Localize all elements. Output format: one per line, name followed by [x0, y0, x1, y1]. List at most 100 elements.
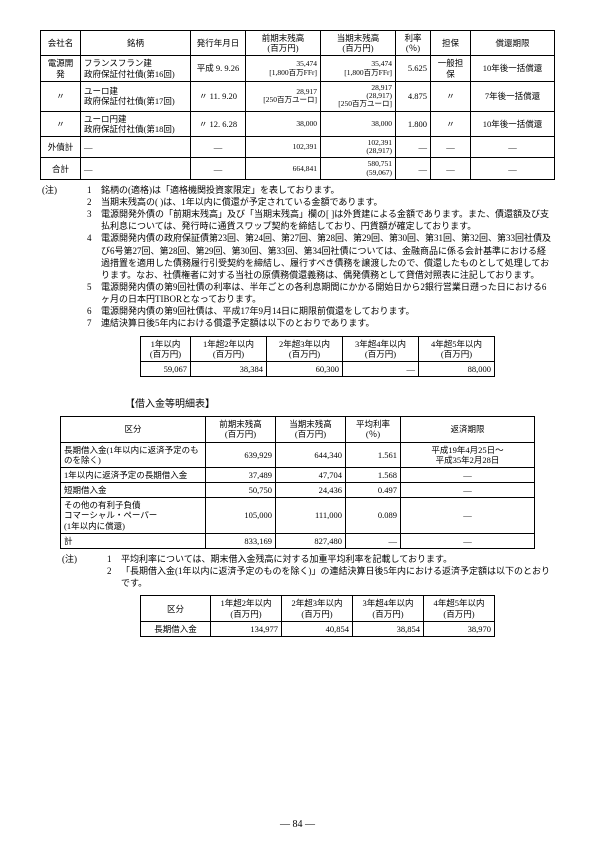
cell: 664,841: [246, 158, 321, 180]
table-row: 1年以内に返済予定の長期借入金37,48947,7041.568―: [61, 467, 535, 482]
cell: ユーロ円建政府保証付社債(第18回): [81, 111, 191, 136]
cell: 短期借入金: [61, 483, 206, 498]
cell: 1.568: [346, 467, 401, 482]
cell: ―: [396, 136, 431, 158]
table-header-row: 会社名 銘柄 発行年月日 前期末残高(百万円) 当期末残高(百万円) 利率(％)…: [41, 31, 555, 56]
h-y4: 4年超5年以内(百万円): [424, 596, 495, 621]
cell: 134,977: [211, 621, 282, 636]
h-due: 返済期限: [401, 417, 535, 442]
h-y4: 3年超4年以内(百万円): [342, 336, 418, 361]
h-y3: 3年超4年以内(百万円): [353, 596, 424, 621]
cell: 59,067: [141, 361, 191, 376]
cell: ―: [401, 533, 535, 548]
cell: 38,000: [246, 111, 321, 136]
cell: 1.561: [346, 442, 401, 467]
loan-repayment-schedule-table: 区分 1年超2年以内(百万円) 2年超3年以内(百万円) 3年超4年以内(百万円…: [140, 595, 495, 637]
cell: 〃 11. 9.20: [191, 81, 246, 111]
cell: 60,300: [266, 361, 342, 376]
h-prev: 前期末残高(百万円): [246, 31, 321, 56]
table-row: その他の有利子負債 コマーシャル・ペーパー (1年以内に償還)105,00011…: [61, 498, 535, 534]
cell: 40,854: [282, 621, 353, 636]
cell: 一般担保: [431, 56, 471, 81]
table-header-row: 区分 前期末残高(百万円) 当期末残高(百万円) 平均利率(％) 返済期限: [61, 417, 535, 442]
cell: 35,474[1,800百万FFr]: [321, 56, 396, 81]
table-row: 計833,169827,480――: [61, 533, 535, 548]
cell: 1年以内に返済予定の長期借入金: [61, 467, 206, 482]
cell: 105,000: [206, 498, 276, 534]
h-y2: 2年超3年以内(百万円): [282, 596, 353, 621]
cell: 28,917(28,917)[250百万ユーロ]: [321, 81, 396, 111]
cell: 10年後一括償還: [471, 56, 555, 81]
cell: 0.089: [346, 498, 401, 534]
table-row: 外債計――102,391102,391(28,917)―――: [41, 136, 555, 158]
table-row: 短期借入金50,75024,4360.497―: [61, 483, 535, 498]
cell: 38,384: [191, 361, 267, 376]
cell: ―: [401, 483, 535, 498]
table-row: 長期借入金(1年以内に返済予定のものを除く)639,929644,3401.56…: [61, 442, 535, 467]
cell: 〃: [41, 81, 81, 111]
cell: 4.875: [396, 81, 431, 111]
cell: 28,917[250百万ユーロ]: [246, 81, 321, 111]
h-cat: 区分: [61, 417, 206, 442]
cell: フランスフラン建政府保証付社債(第16回): [81, 56, 191, 81]
cell: 37,489: [206, 467, 276, 482]
cell: 電源開発: [41, 56, 81, 81]
page-number: ― 84 ―: [0, 819, 595, 830]
cell: ―: [431, 136, 471, 158]
table-row: 長期借入金 134,977 40,854 38,854 38,970: [141, 621, 495, 636]
cell: 88,000: [418, 361, 494, 376]
cell: ―: [471, 158, 555, 180]
cell: ―: [396, 158, 431, 180]
cell: 平成 9. 9.26: [191, 56, 246, 81]
cell: 639,929: [206, 442, 276, 467]
cell: 〃: [431, 111, 471, 136]
cell: ―: [401, 467, 535, 482]
cell: 38,970: [424, 621, 495, 636]
h-prev: 前期末残高(百万円): [206, 417, 276, 442]
loans-table: 区分 前期末残高(百万円) 当期末残高(百万円) 平均利率(％) 返済期限 長期…: [60, 416, 535, 549]
h-rate: 平均利率(％): [346, 417, 401, 442]
cell: 外債計: [41, 136, 81, 158]
cell: ―: [471, 136, 555, 158]
h-y3: 2年超3年以内(百万円): [266, 336, 342, 361]
h-curr: 当期末残高(百万円): [276, 417, 346, 442]
cell: ―: [81, 136, 191, 158]
h-y1: 1年以内(百万円): [141, 336, 191, 361]
cell: 7年後一括償還: [471, 81, 555, 111]
h-y1: 1年超2年以内(百万円): [211, 596, 282, 621]
cell: 47,704: [276, 467, 346, 482]
table-row: 合計――664,841580,751(59,067)―――: [41, 158, 555, 180]
h-cat: 区分: [141, 596, 211, 621]
h-y2: 1年超2年以内(百万円): [191, 336, 267, 361]
cell: 5.625: [396, 56, 431, 81]
cell: 38,854: [353, 621, 424, 636]
cell: 827,480: [276, 533, 346, 548]
cell: 50,750: [206, 483, 276, 498]
table-row: 電源開発フランスフラン建政府保証付社債(第16回)平成 9. 9.26 35,47…: [41, 56, 555, 81]
cell: 平成19年4月25日～平成35年2月28日: [401, 442, 535, 467]
cell: 644,340: [276, 442, 346, 467]
cell: 計: [61, 533, 206, 548]
cell: 102,391(28,917): [321, 136, 396, 158]
cell: ―: [191, 158, 246, 180]
h-issue: 銘柄: [81, 31, 191, 56]
cell: 38,000: [321, 111, 396, 136]
bond-table: 会社名 銘柄 発行年月日 前期末残高(百万円) 当期末残高(百万円) 利率(％)…: [40, 30, 555, 180]
notes-1: (注)1銘柄の(適格)は「適格機関投資家限定」を表しております。2当期末残高の(…: [40, 184, 555, 330]
cell: ―: [342, 361, 418, 376]
cell: ユーロ建政府保証付社債(第17回): [81, 81, 191, 111]
cell: ―: [431, 158, 471, 180]
notes-2: (注)1平均利率については、期末借入金残高に対する加重平均利率を記載しております…: [40, 553, 555, 589]
cell: ―: [401, 498, 535, 534]
redemption-schedule-table: 1年以内(百万円) 1年超2年以内(百万円) 2年超3年以内(百万円) 3年超4…: [140, 336, 495, 378]
table-row: 〃ユーロ建政府保証付社債(第17回)〃 11. 9.2028,917[250百万…: [41, 81, 555, 111]
cell: 10年後一括償還: [471, 111, 555, 136]
table-header-row: 区分 1年超2年以内(百万円) 2年超3年以内(百万円) 3年超4年以内(百万円…: [141, 596, 495, 621]
cell: 長期借入金(1年以内に返済予定のものを除く): [61, 442, 206, 467]
cell: ―: [191, 136, 246, 158]
loans-section-title: 【借入金等明細表】: [125, 395, 555, 410]
cell: 合計: [41, 158, 81, 180]
h-sec: 担保: [431, 31, 471, 56]
h-rate: 利率(％): [396, 31, 431, 56]
cell: 24,436: [276, 483, 346, 498]
